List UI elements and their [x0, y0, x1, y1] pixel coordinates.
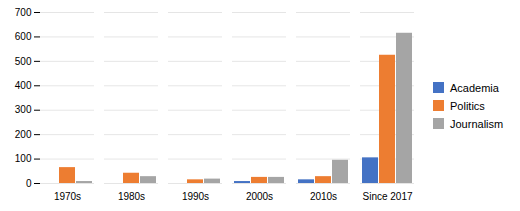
svg-text:100: 100 [15, 153, 32, 164]
html-text:Journalism: Journalism [450, 117, 504, 130]
svg-text:2010s: 2010s [310, 191, 337, 202]
svg-text:500: 500 [15, 56, 32, 67]
html-text:Politics: Politics [450, 99, 485, 112]
svg-text:1970s: 1970s [54, 191, 81, 202]
svg-text:200: 200 [15, 129, 32, 140]
svg-text:600: 600 [15, 31, 32, 42]
svg-text:400: 400 [15, 80, 32, 91]
svg-text:300: 300 [15, 104, 32, 115]
svg-text:1990s: 1990s [182, 191, 209, 202]
svg-text:0: 0 [26, 178, 32, 189]
svg-text:Since 2017: Since 2017 [362, 191, 412, 202]
html-text:Academia: Academia [450, 81, 499, 94]
svg-text:1980s: 1980s [118, 191, 145, 202]
svg-text:2000s: 2000s [246, 191, 273, 202]
svg-text:700: 700 [15, 7, 32, 18]
